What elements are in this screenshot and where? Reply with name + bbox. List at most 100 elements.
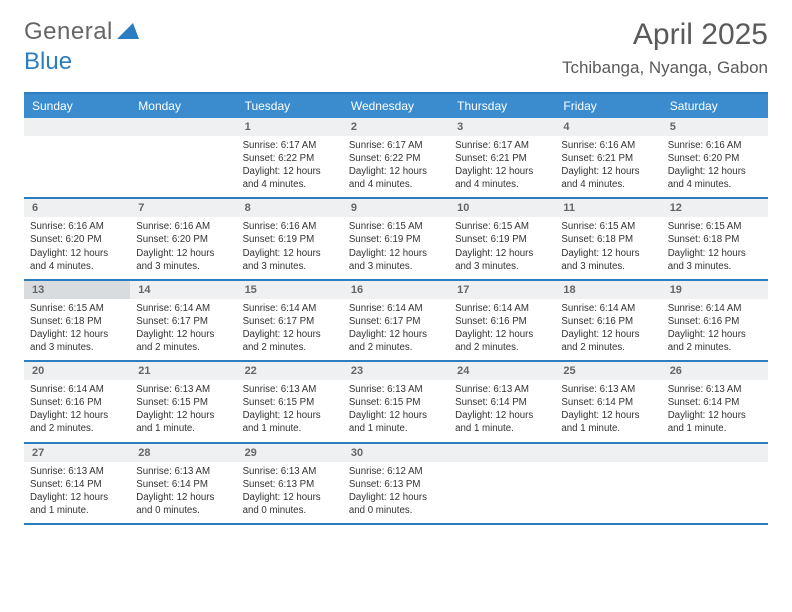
- day-daylight: Daylight: 12 hours and 2 minutes.: [343, 328, 449, 354]
- weekday-header: Saturday: [662, 94, 768, 118]
- day-daylight: Daylight: 12 hours and 3 minutes.: [555, 247, 661, 273]
- day-cell: 8Sunrise: 6:16 AMSunset: 6:19 PMDaylight…: [237, 199, 343, 278]
- day-sunrise: Sunrise: 6:13 AM: [24, 465, 130, 478]
- day-number-empty: [662, 444, 768, 462]
- day-sunrise: Sunrise: 6:13 AM: [237, 383, 343, 396]
- day-sunset: Sunset: 6:14 PM: [662, 396, 768, 409]
- week-row: 13Sunrise: 6:15 AMSunset: 6:18 PMDayligh…: [24, 281, 768, 362]
- day-sunset: Sunset: 6:16 PM: [24, 396, 130, 409]
- day-daylight: Daylight: 12 hours and 1 minute.: [130, 409, 236, 435]
- day-sunrise: Sunrise: 6:14 AM: [555, 302, 661, 315]
- day-cell: 23Sunrise: 6:13 AMSunset: 6:15 PMDayligh…: [343, 362, 449, 441]
- day-number: 28: [130, 444, 236, 462]
- day-number: 24: [449, 362, 555, 380]
- day-cell: 10Sunrise: 6:15 AMSunset: 6:19 PMDayligh…: [449, 199, 555, 278]
- day-sunrise: Sunrise: 6:17 AM: [343, 139, 449, 152]
- weekday-header-row: SundayMondayTuesdayWednesdayThursdayFrid…: [24, 94, 768, 118]
- day-cell: 24Sunrise: 6:13 AMSunset: 6:14 PMDayligh…: [449, 362, 555, 441]
- day-cell: 13Sunrise: 6:15 AMSunset: 6:18 PMDayligh…: [24, 281, 130, 360]
- day-sunset: Sunset: 6:16 PM: [662, 315, 768, 328]
- day-cell: 4Sunrise: 6:16 AMSunset: 6:21 PMDaylight…: [555, 118, 661, 197]
- day-daylight: Daylight: 12 hours and 2 minutes.: [24, 409, 130, 435]
- day-number: 6: [24, 199, 130, 217]
- day-cell: 21 Sunrise: 6:13 AMSunset: 6:15 PMDayligh…: [130, 362, 236, 441]
- day-sunset: Sunset: 6:17 PM: [130, 315, 236, 328]
- day-sunset: Sunset: 6:17 PM: [343, 315, 449, 328]
- day-sunrise: Sunrise: 6:17 AM: [237, 139, 343, 152]
- day-sunset: Sunset: 6:15 PM: [130, 396, 236, 409]
- day-number: 4: [555, 118, 661, 136]
- day-daylight: Daylight: 12 hours and 4 minutes.: [662, 165, 768, 191]
- weekday-header: Friday: [555, 94, 661, 118]
- day-sunrise: Sunrise: 6:15 AM: [24, 302, 130, 315]
- day-sunset: Sunset: 6:17 PM: [237, 315, 343, 328]
- day-number: 13: [24, 281, 130, 299]
- day-cell: 22Sunrise: 6:13 AMSunset: 6:15 PMDayligh…: [237, 362, 343, 441]
- day-cell: 27Sunrise: 6:13 AMSunset: 6:14 PMDayligh…: [24, 444, 130, 523]
- day-cell: 20Sunrise: 6:14 AMSunset: 6:16 PMDayligh…: [24, 362, 130, 441]
- day-daylight: Daylight: 12 hours and 4 minutes.: [237, 165, 343, 191]
- day-daylight: Daylight: 12 hours and 1 minute.: [237, 409, 343, 435]
- day-cell: 6Sunrise: 6:16 AMSunset: 6:20 PMDaylight…: [24, 199, 130, 278]
- day-number: 10: [449, 199, 555, 217]
- day-number: 19: [662, 281, 768, 299]
- month-title: April 2025: [562, 18, 768, 52]
- day-cell: 16Sunrise: 6:14 AMSunset: 6:17 PMDayligh…: [343, 281, 449, 360]
- day-sunset: Sunset: 6:20 PM: [24, 233, 130, 246]
- header: General April 2025 Tchibanga, Nyanga, Ga…: [24, 18, 768, 78]
- day-daylight: Daylight: 12 hours and 1 minute.: [24, 491, 130, 517]
- week-row: 20Sunrise: 6:14 AMSunset: 6:16 PMDayligh…: [24, 362, 768, 443]
- day-cell: 19Sunrise: 6:14 AMSunset: 6:16 PMDayligh…: [662, 281, 768, 360]
- weekday-header: Sunday: [24, 94, 130, 118]
- day-sunrise: Sunrise: 6:16 AM: [555, 139, 661, 152]
- weekday-header: Tuesday: [237, 94, 343, 118]
- day-sunrise: Sunrise: 6:16 AM: [130, 220, 236, 233]
- weeks-container: 1Sunrise: 6:17 AMSunset: 6:22 PMDaylight…: [24, 118, 768, 525]
- day-cell: 25Sunrise: 6:13 AMSunset: 6:14 PMDayligh…: [555, 362, 661, 441]
- day-sunset: Sunset: 6:16 PM: [555, 315, 661, 328]
- day-daylight: Daylight: 12 hours and 3 minutes.: [130, 247, 236, 273]
- day-cell: 28Sunrise: 6:13 AMSunset: 6:14 PMDayligh…: [130, 444, 236, 523]
- day-daylight: Daylight: 12 hours and 3 minutes.: [237, 247, 343, 273]
- day-cell: 12Sunrise: 6:15 AMSunset: 6:18 PMDayligh…: [662, 199, 768, 278]
- day-sunset: Sunset: 6:21 PM: [449, 152, 555, 165]
- day-number: 23: [343, 362, 449, 380]
- day-number: 1: [237, 118, 343, 136]
- day-cell: 15Sunrise: 6:14 AMSunset: 6:17 PMDayligh…: [237, 281, 343, 360]
- day-number: 5: [662, 118, 768, 136]
- day-sunset: Sunset: 6:13 PM: [237, 478, 343, 491]
- day-sunset: Sunset: 6:14 PM: [130, 478, 236, 491]
- day-daylight: Daylight: 12 hours and 1 minute.: [555, 409, 661, 435]
- day-number: 21: [130, 362, 236, 380]
- day-sunset: Sunset: 6:19 PM: [343, 233, 449, 246]
- day-number: 12: [662, 199, 768, 217]
- day-cell: 30Sunrise: 6:12 AMSunset: 6:13 PMDayligh…: [343, 444, 449, 523]
- logo-general: General: [24, 18, 113, 46]
- weekday-header: Thursday: [449, 94, 555, 118]
- calendar: SundayMondayTuesdayWednesdayThursdayFrid…: [24, 92, 768, 525]
- day-cell: 2Sunrise: 6:17 AMSunset: 6:22 PMDaylight…: [343, 118, 449, 197]
- day-cell: [662, 444, 768, 523]
- day-cell: 26Sunrise: 6:13 AMSunset: 6:14 PMDayligh…: [662, 362, 768, 441]
- day-sunrise: Sunrise: 6:13 AM: [343, 383, 449, 396]
- day-sunset: Sunset: 6:20 PM: [130, 233, 236, 246]
- day-sunrise: Sunrise: 6:14 AM: [343, 302, 449, 315]
- day-number: 9: [343, 199, 449, 217]
- day-daylight: Daylight: 12 hours and 0 minutes.: [237, 491, 343, 517]
- day-sunset: Sunset: 6:13 PM: [343, 478, 449, 491]
- day-daylight: Daylight: 12 hours and 4 minutes.: [343, 165, 449, 191]
- day-daylight: Daylight: 12 hours and 2 minutes.: [555, 328, 661, 354]
- day-sunrise: Sunrise: 6:16 AM: [662, 139, 768, 152]
- day-number: 30: [343, 444, 449, 462]
- day-sunset: Sunset: 6:19 PM: [449, 233, 555, 246]
- day-sunrise: Sunrise: 6:13 AM: [130, 383, 236, 396]
- day-sunrise: Sunrise: 6:13 AM: [130, 465, 236, 478]
- day-daylight: Daylight: 12 hours and 2 minutes.: [662, 328, 768, 354]
- day-sunset: Sunset: 6:15 PM: [343, 396, 449, 409]
- week-row: 27Sunrise: 6:13 AMSunset: 6:14 PMDayligh…: [24, 444, 768, 525]
- day-daylight: Daylight: 12 hours and 3 minutes.: [662, 247, 768, 273]
- day-sunrise: Sunrise: 6:15 AM: [343, 220, 449, 233]
- day-sunset: Sunset: 6:14 PM: [449, 396, 555, 409]
- day-cell: 3Sunrise: 6:17 AMSunset: 6:21 PMDaylight…: [449, 118, 555, 197]
- day-sunrise: Sunrise: 6:12 AM: [343, 465, 449, 478]
